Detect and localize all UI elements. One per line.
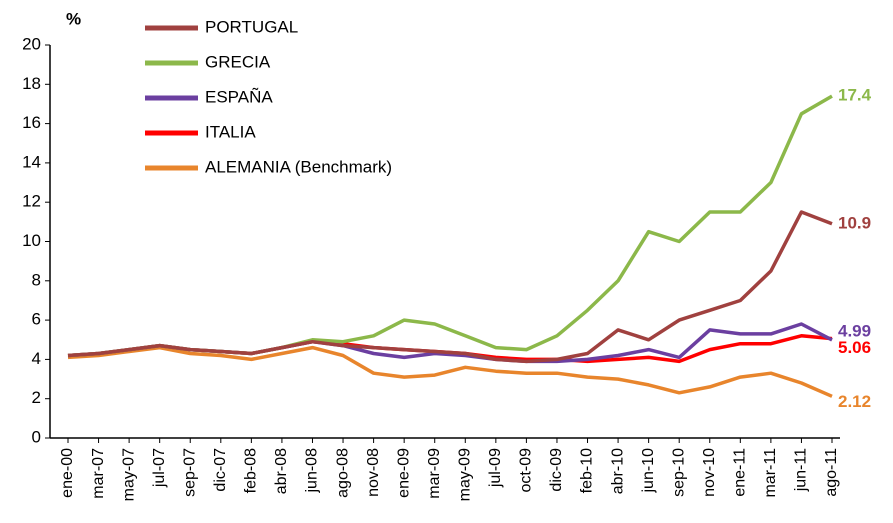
x-tick-label: dic-07 (212, 448, 229, 492)
x-tick-label: abr-10 (609, 448, 626, 494)
end-value-label: 5.06 (838, 338, 871, 357)
x-tick-label: sep-07 (181, 448, 198, 497)
x-tick-label: may-09 (456, 448, 473, 501)
x-tick-label: abr-08 (273, 448, 290, 494)
y-tick-label: 16 (22, 113, 41, 132)
end-value-label: 2.12 (838, 392, 871, 411)
y-tick-label: 18 (22, 74, 41, 93)
y-tick-label: 8 (32, 270, 41, 289)
x-tick-label: mar-11 (762, 448, 779, 498)
y-tick-label: 6 (32, 310, 41, 329)
x-tick-label: jul-07 (151, 448, 168, 488)
x-tick-label: ene-09 (395, 448, 412, 498)
legend-label: ALEMANIA (Benchmark) (205, 157, 392, 176)
x-tick-label: nov-08 (365, 448, 382, 497)
x-tick-label: mar-07 (90, 448, 107, 499)
series-line (67, 345, 833, 398)
x-tick-label: mar-09 (426, 448, 443, 499)
x-tick-label: ene-11 (732, 448, 749, 497)
x-tick-label: may-07 (120, 448, 137, 501)
end-value-label: 4.99 (838, 321, 871, 340)
x-tick-label: sep-10 (670, 448, 687, 497)
x-tick-label: oct-09 (518, 448, 535, 493)
legend-label: ITALIA (205, 122, 256, 141)
x-tick-label: jun-10 (640, 448, 657, 494)
x-tick-label: ago-11 (823, 448, 840, 497)
y-tick-label: 10 (22, 231, 41, 250)
x-tick-label: feb-08 (243, 448, 260, 493)
legend-label: PORTUGAL (205, 17, 298, 36)
x-tick-label: ene-00 (59, 448, 76, 498)
legend-label: ESPAÑA (205, 87, 273, 106)
x-tick-label: ago-08 (334, 448, 351, 498)
y-tick-label: 4 (32, 349, 41, 368)
y-tick-label: 0 (32, 427, 41, 446)
x-tick-label: dic-09 (548, 448, 565, 492)
y-axis-label: % (66, 9, 81, 28)
y-tick-label: 20 (22, 34, 41, 53)
legend-label: GRECIA (205, 52, 271, 71)
x-tick-label: jun-08 (304, 448, 321, 494)
end-value-label: 17.4 (838, 86, 872, 105)
x-tick-label: jul-09 (487, 448, 504, 488)
y-tick-label: 12 (22, 192, 41, 211)
end-value-label: 10.9 (838, 213, 871, 232)
x-tick-label: feb-10 (579, 448, 596, 493)
x-tick-label: jun-11 (793, 448, 810, 492)
x-tick-label: nov-10 (701, 448, 718, 497)
y-tick-label: 2 (32, 388, 41, 407)
y-tick-label: 14 (22, 152, 41, 171)
series-line (67, 210, 833, 364)
